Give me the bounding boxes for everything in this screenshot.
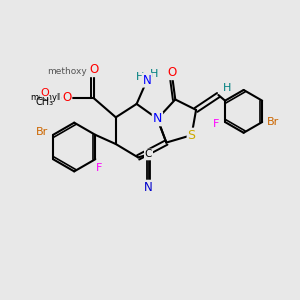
Text: Br: Br — [36, 128, 48, 137]
Text: methyl: methyl — [29, 94, 61, 103]
Text: O: O — [89, 63, 98, 76]
Text: H: H — [223, 82, 232, 93]
Text: Br: Br — [267, 117, 280, 127]
Text: O: O — [62, 92, 71, 104]
Text: S: S — [188, 129, 196, 142]
Text: F: F — [213, 118, 219, 128]
Text: C: C — [145, 149, 152, 160]
Text: N: N — [144, 181, 153, 194]
Text: methoxy: methoxy — [47, 67, 87, 76]
Text: F: F — [96, 163, 102, 173]
Text: O: O — [168, 66, 177, 79]
Text: O: O — [40, 88, 49, 98]
Text: CH₃: CH₃ — [35, 98, 53, 107]
Text: N: N — [153, 112, 162, 125]
Text: methyl: methyl — [30, 94, 59, 103]
Text: H: H — [136, 72, 145, 82]
Text: N: N — [143, 74, 152, 87]
Text: H: H — [149, 69, 158, 79]
